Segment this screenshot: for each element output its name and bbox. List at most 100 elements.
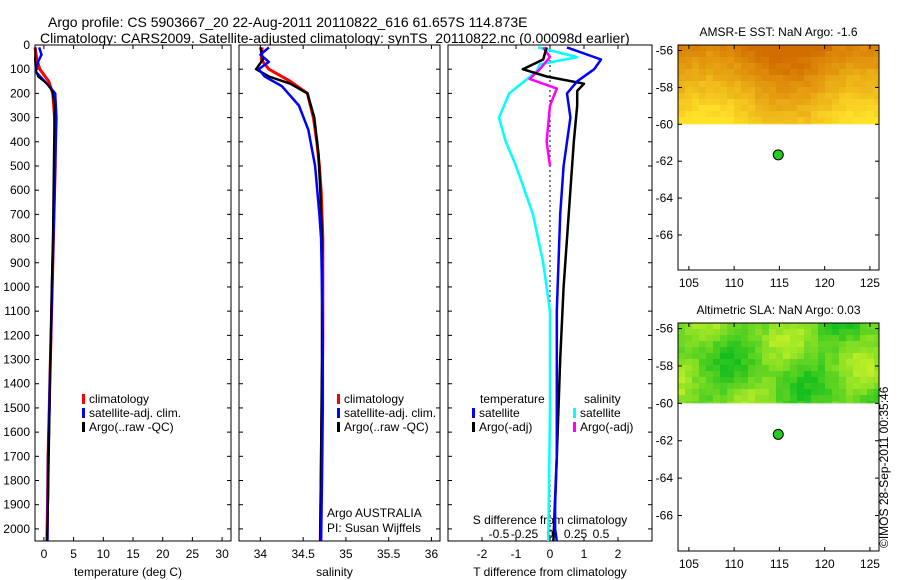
map-cell bbox=[727, 401, 734, 404]
map-cell bbox=[706, 111, 713, 117]
map-cell bbox=[874, 395, 879, 401]
map-cell bbox=[734, 329, 741, 335]
map-cell bbox=[839, 347, 846, 353]
map-cell bbox=[797, 377, 804, 383]
map-cell bbox=[797, 353, 804, 359]
map-cell bbox=[797, 389, 804, 395]
map-cell bbox=[790, 329, 797, 335]
map-cell bbox=[720, 401, 727, 404]
map-cell bbox=[867, 105, 874, 111]
map-cell bbox=[832, 377, 839, 383]
map-cell bbox=[825, 123, 832, 125]
map-cell bbox=[762, 63, 769, 69]
map-cell bbox=[727, 117, 734, 123]
map-cell bbox=[762, 371, 769, 377]
map-cell bbox=[804, 99, 811, 105]
map-cell bbox=[748, 45, 755, 51]
x-tick-label: 20 bbox=[156, 547, 170, 561]
map-cell bbox=[678, 87, 685, 93]
map-cell bbox=[839, 81, 846, 87]
map-cell bbox=[769, 123, 776, 125]
map-cell bbox=[678, 111, 685, 117]
map-cell bbox=[804, 117, 811, 123]
map-cell bbox=[734, 353, 741, 359]
map-cell bbox=[762, 57, 769, 63]
map-cell bbox=[755, 57, 762, 63]
map-cell bbox=[755, 371, 762, 377]
map-cell bbox=[839, 111, 846, 117]
map-cell bbox=[734, 371, 741, 377]
map-cell bbox=[755, 329, 762, 335]
map-cell bbox=[720, 389, 727, 395]
map-cell bbox=[874, 353, 879, 359]
y-tick-label: 800 bbox=[10, 232, 30, 246]
map-cell bbox=[706, 81, 713, 87]
map-cell bbox=[748, 341, 755, 347]
x-tick-label: 25 bbox=[186, 547, 200, 561]
map-cell bbox=[846, 371, 853, 377]
map-cell bbox=[811, 371, 818, 377]
map-cell bbox=[811, 81, 818, 87]
map-cell bbox=[741, 377, 748, 383]
map-cell bbox=[860, 401, 867, 404]
map-cell bbox=[804, 365, 811, 371]
map-cell bbox=[706, 383, 713, 389]
map-cell bbox=[860, 45, 867, 51]
map-cell bbox=[685, 365, 692, 371]
legend-label: Argo(..raw -QC) bbox=[89, 420, 174, 434]
map-cell bbox=[825, 323, 832, 329]
map-cell bbox=[867, 87, 874, 93]
map-cell bbox=[713, 353, 720, 359]
map-cell bbox=[762, 341, 769, 347]
map-cell bbox=[846, 323, 853, 329]
y-tick-label: 1600 bbox=[3, 425, 30, 439]
header-line-1: Argo profile: CS 5903667_20 22-Aug-2011 … bbox=[48, 14, 528, 30]
map-cell bbox=[699, 335, 706, 341]
map-cell bbox=[769, 69, 776, 75]
map-cell bbox=[720, 371, 727, 377]
map-cell bbox=[790, 371, 797, 377]
map-cell bbox=[790, 365, 797, 371]
map-cell bbox=[860, 329, 867, 335]
map-cell bbox=[825, 105, 832, 111]
map-cell bbox=[720, 93, 727, 99]
map-frame bbox=[677, 44, 880, 271]
map-cell bbox=[783, 69, 790, 75]
map-cell bbox=[783, 341, 790, 347]
map-cell bbox=[741, 401, 748, 404]
map-cell bbox=[853, 51, 860, 57]
t-tick-label: -2 bbox=[477, 547, 488, 561]
map-cell bbox=[790, 105, 797, 111]
map-cell bbox=[734, 117, 741, 123]
map-cell bbox=[783, 63, 790, 69]
map-cell bbox=[678, 353, 685, 359]
map-cell bbox=[678, 371, 685, 377]
map-y-tick-label: -66 bbox=[656, 508, 674, 522]
map-cell bbox=[818, 69, 825, 75]
map-cell bbox=[874, 377, 879, 383]
map-cell bbox=[678, 377, 685, 383]
map-y-tick-label: -56 bbox=[656, 322, 674, 336]
map-cell bbox=[685, 117, 692, 123]
map-cell bbox=[867, 365, 874, 371]
map-cell bbox=[741, 123, 748, 125]
map-cell bbox=[818, 57, 825, 63]
map-cell bbox=[713, 401, 720, 404]
map-cell bbox=[797, 45, 804, 51]
map-cell bbox=[692, 323, 699, 329]
map-cell bbox=[853, 111, 860, 117]
map-cell bbox=[692, 117, 699, 123]
map-cell bbox=[839, 371, 846, 377]
map-cell bbox=[713, 359, 720, 365]
map-cell bbox=[762, 377, 769, 383]
map-cell bbox=[734, 347, 741, 353]
map-cell bbox=[867, 383, 874, 389]
map-cell bbox=[762, 105, 769, 111]
map-cell bbox=[825, 329, 832, 335]
map-cell bbox=[720, 383, 727, 389]
map-cell bbox=[734, 81, 741, 87]
map-cell bbox=[783, 111, 790, 117]
map-cell bbox=[713, 51, 720, 57]
map-cell bbox=[839, 99, 846, 105]
map-cell bbox=[706, 45, 713, 51]
